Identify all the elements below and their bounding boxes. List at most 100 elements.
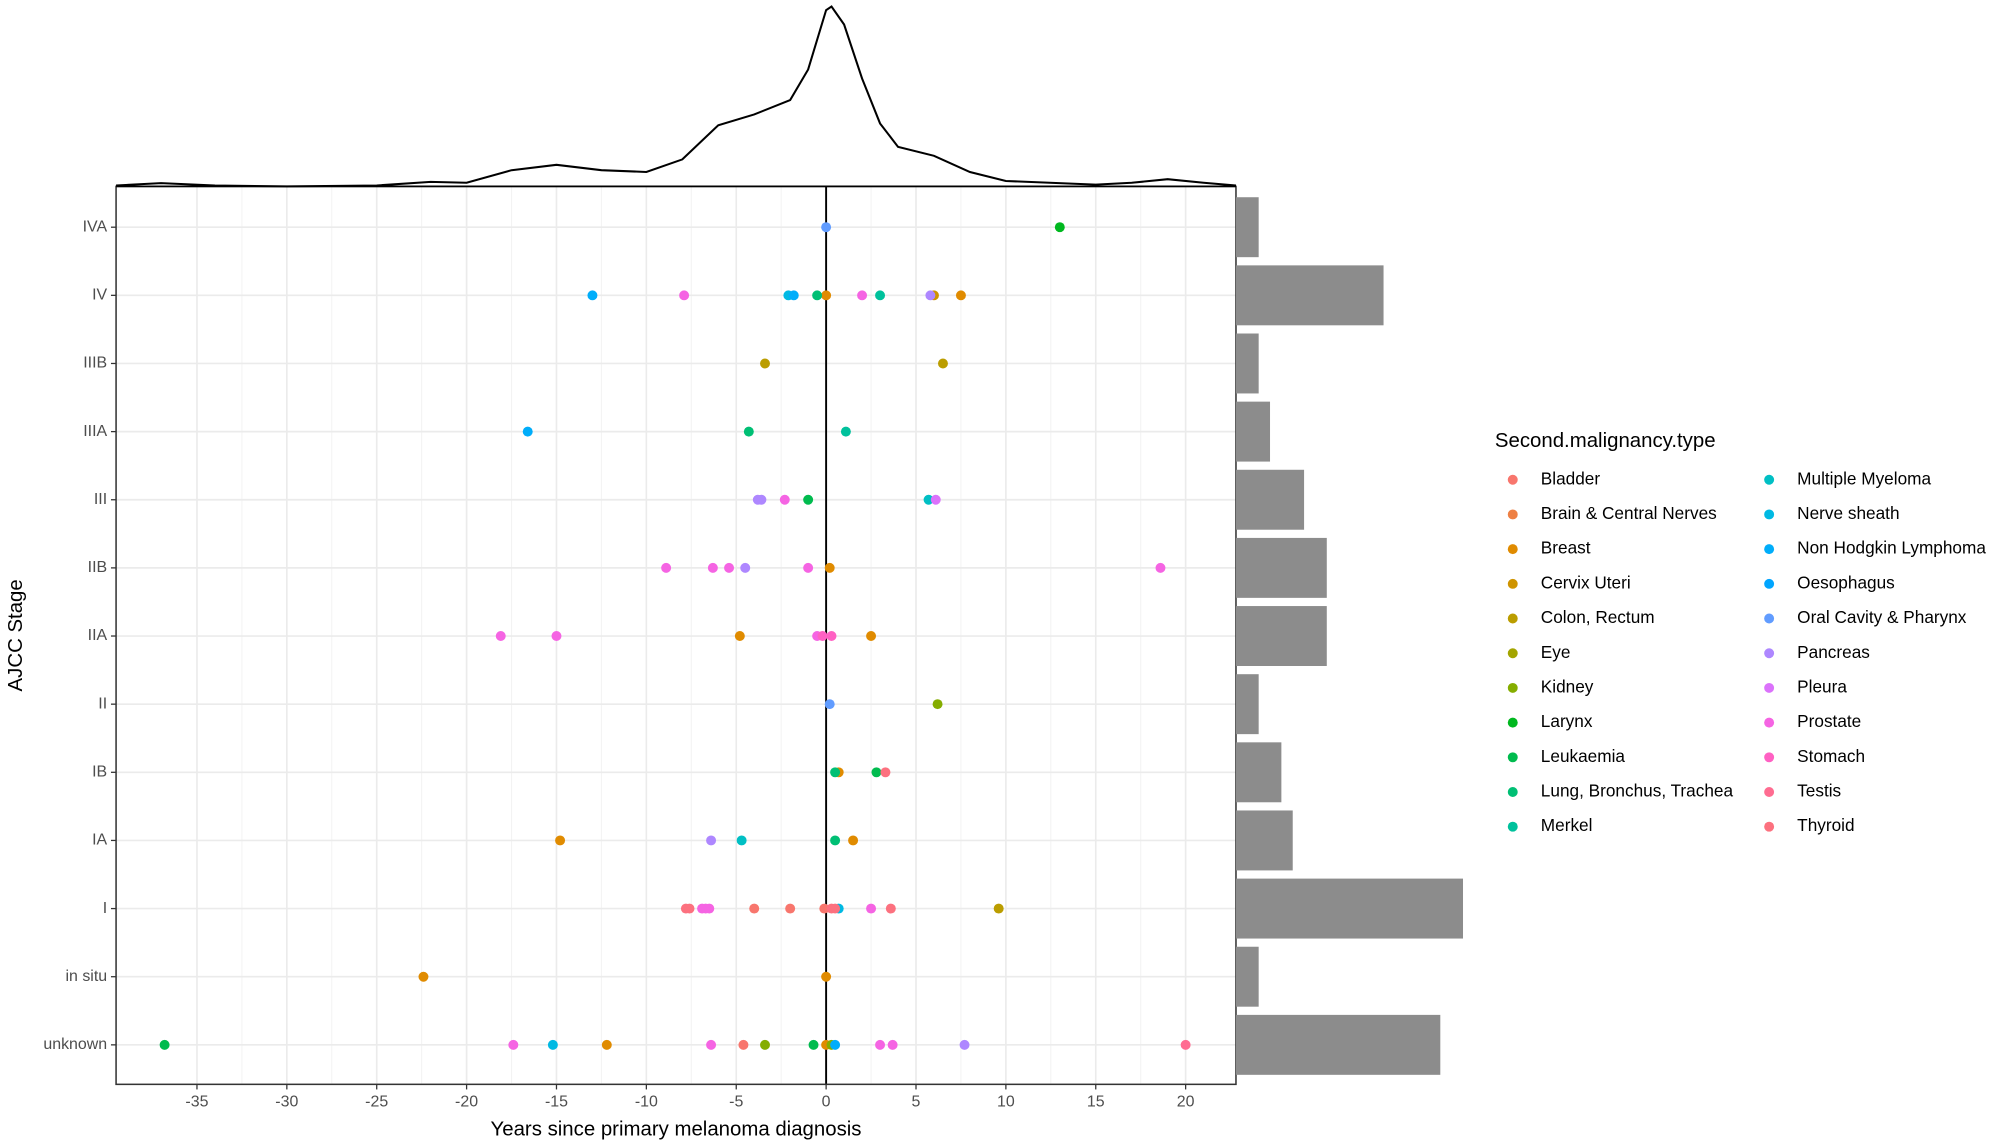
point	[871, 767, 882, 778]
bar	[1235, 878, 1464, 939]
x-tick-label: -15	[545, 1093, 568, 1110]
point	[830, 835, 841, 846]
bar	[1235, 1014, 1441, 1075]
point	[661, 562, 672, 573]
point	[857, 290, 868, 301]
point	[508, 1039, 519, 1050]
legend-label: Nerve sheath	[1797, 503, 1899, 523]
point	[738, 1039, 749, 1050]
point	[887, 1039, 898, 1050]
legend-label: Brain & Central Nerves	[1541, 503, 1717, 523]
legend-label: Stomach	[1797, 746, 1865, 766]
point	[1054, 222, 1065, 233]
point	[821, 971, 832, 982]
point	[875, 290, 886, 301]
point	[734, 631, 745, 641]
point	[743, 426, 754, 437]
y-axis-title: AJCC Stage	[5, 579, 27, 691]
x-tick-label: -35	[185, 1093, 208, 1110]
point	[1180, 1039, 1191, 1050]
legend-label: Bladder	[1541, 468, 1601, 488]
point	[601, 1039, 612, 1050]
x-tick-label: -25	[365, 1093, 388, 1110]
point	[875, 1039, 886, 1050]
point	[707, 562, 718, 573]
legend-key	[1507, 648, 1518, 659]
x-tick-label: 15	[1087, 1093, 1105, 1110]
point	[495, 631, 506, 641]
point	[704, 903, 715, 914]
legend-key	[1764, 613, 1775, 624]
legend-key	[1507, 821, 1518, 832]
point	[555, 835, 566, 846]
point	[955, 290, 966, 301]
legend-key	[1764, 682, 1775, 693]
legend-key	[1507, 717, 1518, 728]
point	[817, 631, 828, 641]
bar	[1235, 674, 1259, 735]
y-tick-label: IA	[92, 832, 107, 849]
point	[587, 290, 598, 301]
legend-key	[1507, 474, 1518, 485]
legend-key	[1507, 544, 1518, 555]
legend-key	[1764, 544, 1775, 555]
legend-key	[1764, 578, 1775, 589]
bar	[1235, 742, 1282, 803]
bar	[1235, 606, 1327, 666]
point	[736, 835, 747, 846]
y-tick-label: IV	[92, 287, 107, 304]
y-tick-label: III	[94, 491, 107, 508]
legend-title: Second.malignancy.type	[1495, 430, 1716, 452]
y-tick-label: unknown	[43, 1036, 107, 1053]
point	[880, 767, 891, 778]
legend-key	[1764, 648, 1775, 659]
point	[760, 1039, 770, 1050]
x-tick-label: -20	[455, 1093, 478, 1110]
y-tick-label: IIA	[88, 627, 108, 644]
point	[830, 767, 841, 778]
legend-key	[1507, 752, 1518, 763]
legend-key	[1764, 821, 1775, 832]
legend-label: Multiple Myeloma	[1797, 468, 1931, 488]
legend-key	[1764, 787, 1775, 797]
bar	[1235, 197, 1259, 258]
point	[937, 358, 948, 369]
y-tick-label: II	[98, 695, 107, 712]
y-tick-label: in situ	[66, 968, 108, 985]
bar	[1235, 810, 1293, 871]
point	[993, 903, 1004, 914]
point	[821, 222, 832, 233]
y-tick-label: IIB	[88, 559, 108, 576]
point	[819, 903, 830, 914]
point	[779, 494, 790, 505]
bar	[1235, 946, 1259, 1007]
point	[959, 1039, 970, 1050]
point	[866, 631, 877, 641]
legend-key	[1764, 509, 1775, 520]
point	[706, 835, 717, 846]
point	[551, 631, 562, 641]
point	[848, 835, 859, 846]
point	[788, 290, 799, 301]
x-tick-label: -30	[275, 1093, 298, 1110]
legend-label: Larynx	[1541, 711, 1593, 731]
legend-label: Non Hodgkin Lymphoma	[1797, 538, 1986, 558]
bar	[1235, 265, 1384, 326]
legend-label: Cervix Uteri	[1541, 572, 1631, 592]
legend-label: Kidney	[1541, 676, 1594, 696]
legend-label: Thyroid	[1797, 815, 1854, 835]
x-tick-label: 10	[997, 1093, 1015, 1110]
point	[885, 903, 896, 914]
legend-label: Colon, Rectum	[1541, 607, 1655, 627]
x-tick-label: 5	[912, 1093, 921, 1110]
point	[684, 903, 695, 914]
point	[760, 358, 770, 369]
legend-key	[1507, 682, 1518, 693]
legend-key	[1764, 752, 1775, 763]
legend-key	[1764, 717, 1775, 728]
point	[830, 903, 841, 914]
point	[932, 699, 943, 710]
legend-label: Breast	[1541, 538, 1591, 558]
point	[925, 290, 936, 301]
point	[840, 426, 851, 437]
